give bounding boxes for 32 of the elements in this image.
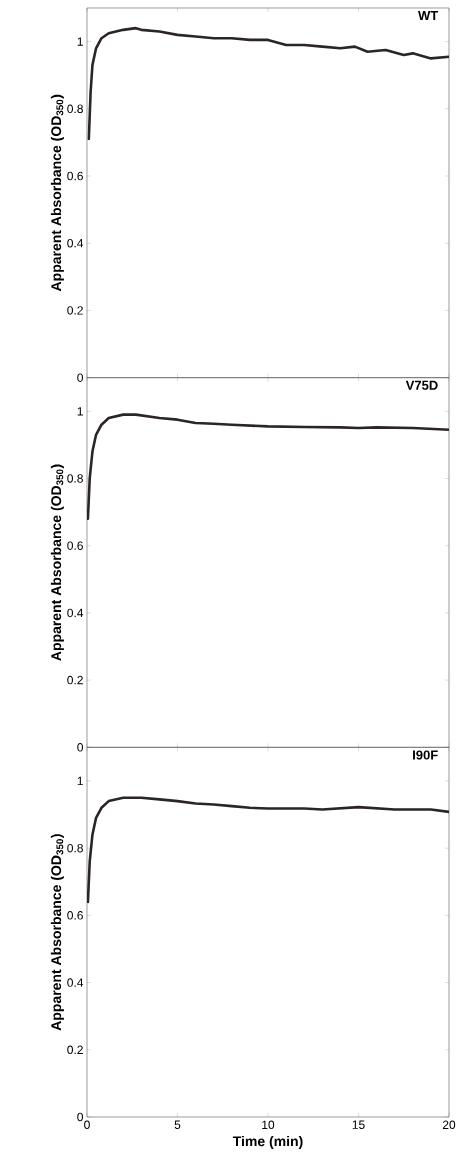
y-tick-label: 0.2 (67, 306, 83, 315)
line-series (87, 26, 449, 141)
x-tick-label: 5 (174, 1120, 181, 1129)
y-tick-label: 0.6 (67, 911, 83, 920)
x-tick-label: 20 (442, 1120, 456, 1130)
y-axis-title: Apparent Absorbance (OD$_{350}$) (50, 94, 64, 292)
y-tick-label: 0.8 (67, 104, 83, 114)
y-tick-label: 0.2 (67, 675, 83, 685)
y-tick-label: 1 (77, 776, 83, 786)
y-tick-label: 0.4 (67, 608, 84, 618)
line-series (87, 796, 449, 904)
x-tick-label: 10 (262, 1120, 275, 1130)
chart-title: WT (418, 11, 439, 21)
line-series (87, 413, 449, 521)
y-axis-title: Apparent Absorbance (OD$_{350}$) (50, 464, 64, 661)
y-tick-label: 0 (77, 1112, 83, 1122)
y-tick-label: 0.4 (67, 978, 84, 987)
x-tick-label: 15 (352, 1120, 365, 1129)
y-tick-label: 0.6 (67, 171, 83, 181)
y-tick-label: 0.8 (67, 843, 83, 853)
y-tick-label: 1 (77, 37, 83, 46)
chart-title: V75D (405, 380, 438, 390)
y-axis-title: Apparent Absorbance (OD$_{350}$) (50, 834, 64, 1031)
y-tick-label: 0.6 (67, 541, 83, 550)
y-tick-label: 0 (77, 373, 83, 382)
y-tick-label: 0 (77, 743, 83, 752)
y-tick-label: 1 (77, 407, 83, 416)
y-tick-label: 0.4 (67, 238, 84, 248)
chart-title: I90F (413, 750, 438, 760)
y-tick-label: 0.8 (67, 474, 83, 483)
y-tick-label: 0.2 (67, 1045, 83, 1055)
x-axis-title: Time (min) (232, 1135, 303, 1149)
